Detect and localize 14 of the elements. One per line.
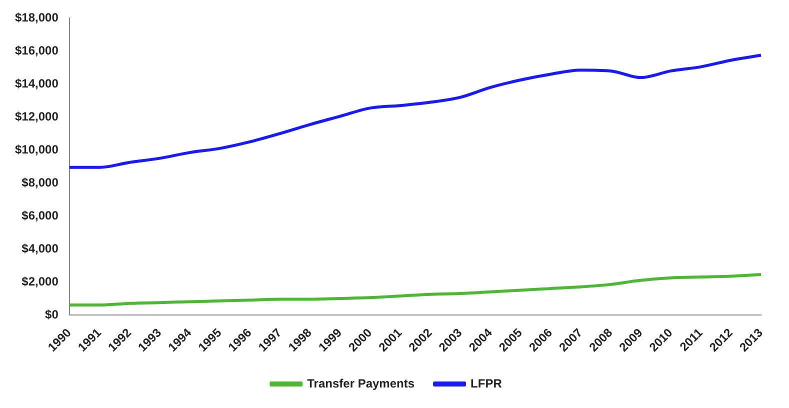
line-series <box>68 54 762 169</box>
y-tick-label: $16,000 <box>14 43 59 58</box>
y-tick-label: $8,000 <box>22 175 59 190</box>
y-tick-label: $6,000 <box>22 208 59 222</box>
y-tick-label: $4,000 <box>22 241 59 256</box>
y-tick-label: $0 <box>45 307 59 322</box>
y-tick-label: $18,000 <box>14 10 59 25</box>
legend-label: LFPR <box>470 376 502 390</box>
y-tick-label: $10,000 <box>14 142 59 156</box>
y-tick-label: $14,000 <box>14 76 59 90</box>
legend-label: Transfer Payments <box>307 376 415 390</box>
y-tick-label: $2,000 <box>22 274 59 288</box>
line-series <box>68 273 762 307</box>
y-tick-label: $12,000 <box>14 109 59 124</box>
